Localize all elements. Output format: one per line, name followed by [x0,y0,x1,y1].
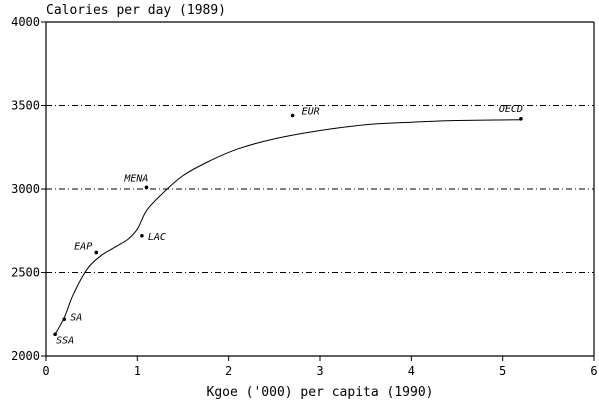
point-label-lac: LAC [148,232,166,243]
y-axis-title: Calories per day (1989) [46,3,226,18]
point-layer: SSA SA EAP LAC MENA EUR OECD [53,104,523,346]
point-oecd [519,117,523,121]
point-eap [94,250,99,255]
x-tick-label-6: 6 [590,364,597,378]
y-tick-label-2000: 2000 [11,349,40,363]
y-tick-label-3500: 3500 [11,99,40,113]
point-label-ssa: SSA [56,335,74,346]
y-tick-label-3000: 3000 [11,182,40,196]
x-tick-label-3: 3 [316,364,323,378]
point-sa [62,317,67,322]
fitted-curve [54,119,521,335]
point-mena [144,185,149,190]
point-eur [290,113,295,118]
x-tick-label-5: 5 [499,364,506,378]
point-label-eur: EUR [302,107,320,118]
x-axis-title: Kgoe ('000) per capita (1990) [207,385,434,400]
x-tick-label-2: 2 [225,364,232,378]
grid-layer [46,105,594,273]
y-tick-label-2500: 2500 [11,266,40,280]
x-tick-label-0: 0 [42,364,49,378]
x-tick-label-1: 1 [134,364,141,378]
point-label-oecd: OECD [499,104,523,115]
point-label-mena: MENA [123,173,148,184]
point-lac [140,233,144,238]
y-tick-label-4000: 4000 [11,15,40,29]
point-ssa [53,332,57,337]
x-tick-label-4: 4 [408,364,415,378]
point-label-sa: SA [70,312,82,323]
tick-layer: 0 1 2 3 4 5 6 2000 2500 3000 3500 4000 [11,15,598,378]
point-label-eap: EAP [74,241,92,252]
